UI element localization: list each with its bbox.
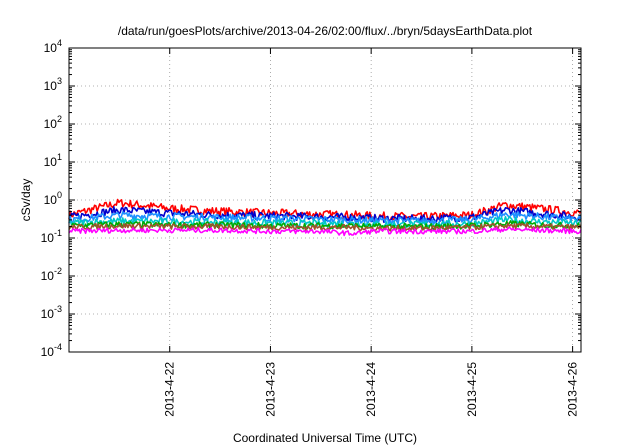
y-tick-label: 10-1 [41,228,62,245]
series-line-3 [68,211,582,225]
series-group [68,198,582,237]
x-axis: 2013-4-22 2013-4-23 2013-4-24 2013-4-25 2013… [163,48,580,417]
y-tick-label: 100 [44,190,62,207]
y-tick-label: 10-2 [41,266,62,283]
x-tick-label: 2013-4-22 [163,362,177,417]
chart-title: /data/run/goesPlots/archive/2013-04-26/0… [118,24,533,38]
x-tick-label: 2013-4-26 [566,362,580,417]
x-tick-label: 2013-4-23 [263,362,277,417]
y-tick-label: 103 [44,76,62,93]
y-tick-label: 10-3 [41,304,62,321]
series-line-6 [68,222,582,232]
x-tick-label: 2013-4-24 [364,362,378,417]
y-tick-label: 10-4 [41,342,62,359]
y-axis-label: cSv/day [19,179,33,222]
x-tick-label: 2013-4-25 [465,362,479,417]
x-axis-label: Coordinated Universal Time (UTC) [233,431,417,445]
series-line-5 [68,220,582,231]
y-tick-label: 101 [44,152,62,169]
series-line-7 [68,226,582,237]
y-tick-label: 102 [44,114,62,131]
grid [69,48,581,352]
y-tick-label: 104 [44,38,62,55]
y-axis: 10-4 10-3 10-2 10-1 100 101 102 103 104 [41,38,581,359]
series-line-4 [68,215,582,229]
